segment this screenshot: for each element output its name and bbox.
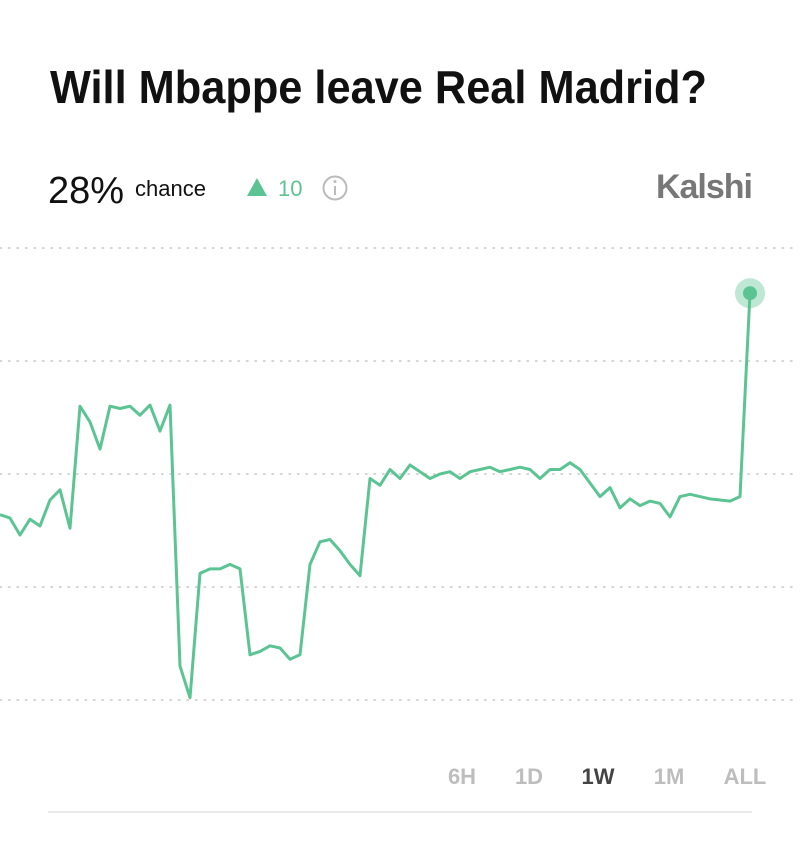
brand: Kalshi [656,168,752,206]
range-button[interactable]: 1M [654,764,685,789]
price-line [0,293,752,700]
chance-value: 28% [48,170,124,212]
range-button[interactable]: 6H [448,764,476,789]
range-selector: 6H 1D 1W 1M ALL [448,764,766,789]
range-button[interactable]: 1W [582,764,615,789]
up-arrow [247,178,267,196]
plot [0,247,793,701]
last-point [743,286,757,301]
range-button[interactable]: ALL [724,764,767,789]
chance-label: chance [135,176,206,201]
change: 10 [278,176,302,201]
info-icon[interactable] [322,175,348,201]
title: Will Mbappe leave Real Madrid? [50,61,707,113]
range-button[interactable]: 1D [515,764,543,789]
